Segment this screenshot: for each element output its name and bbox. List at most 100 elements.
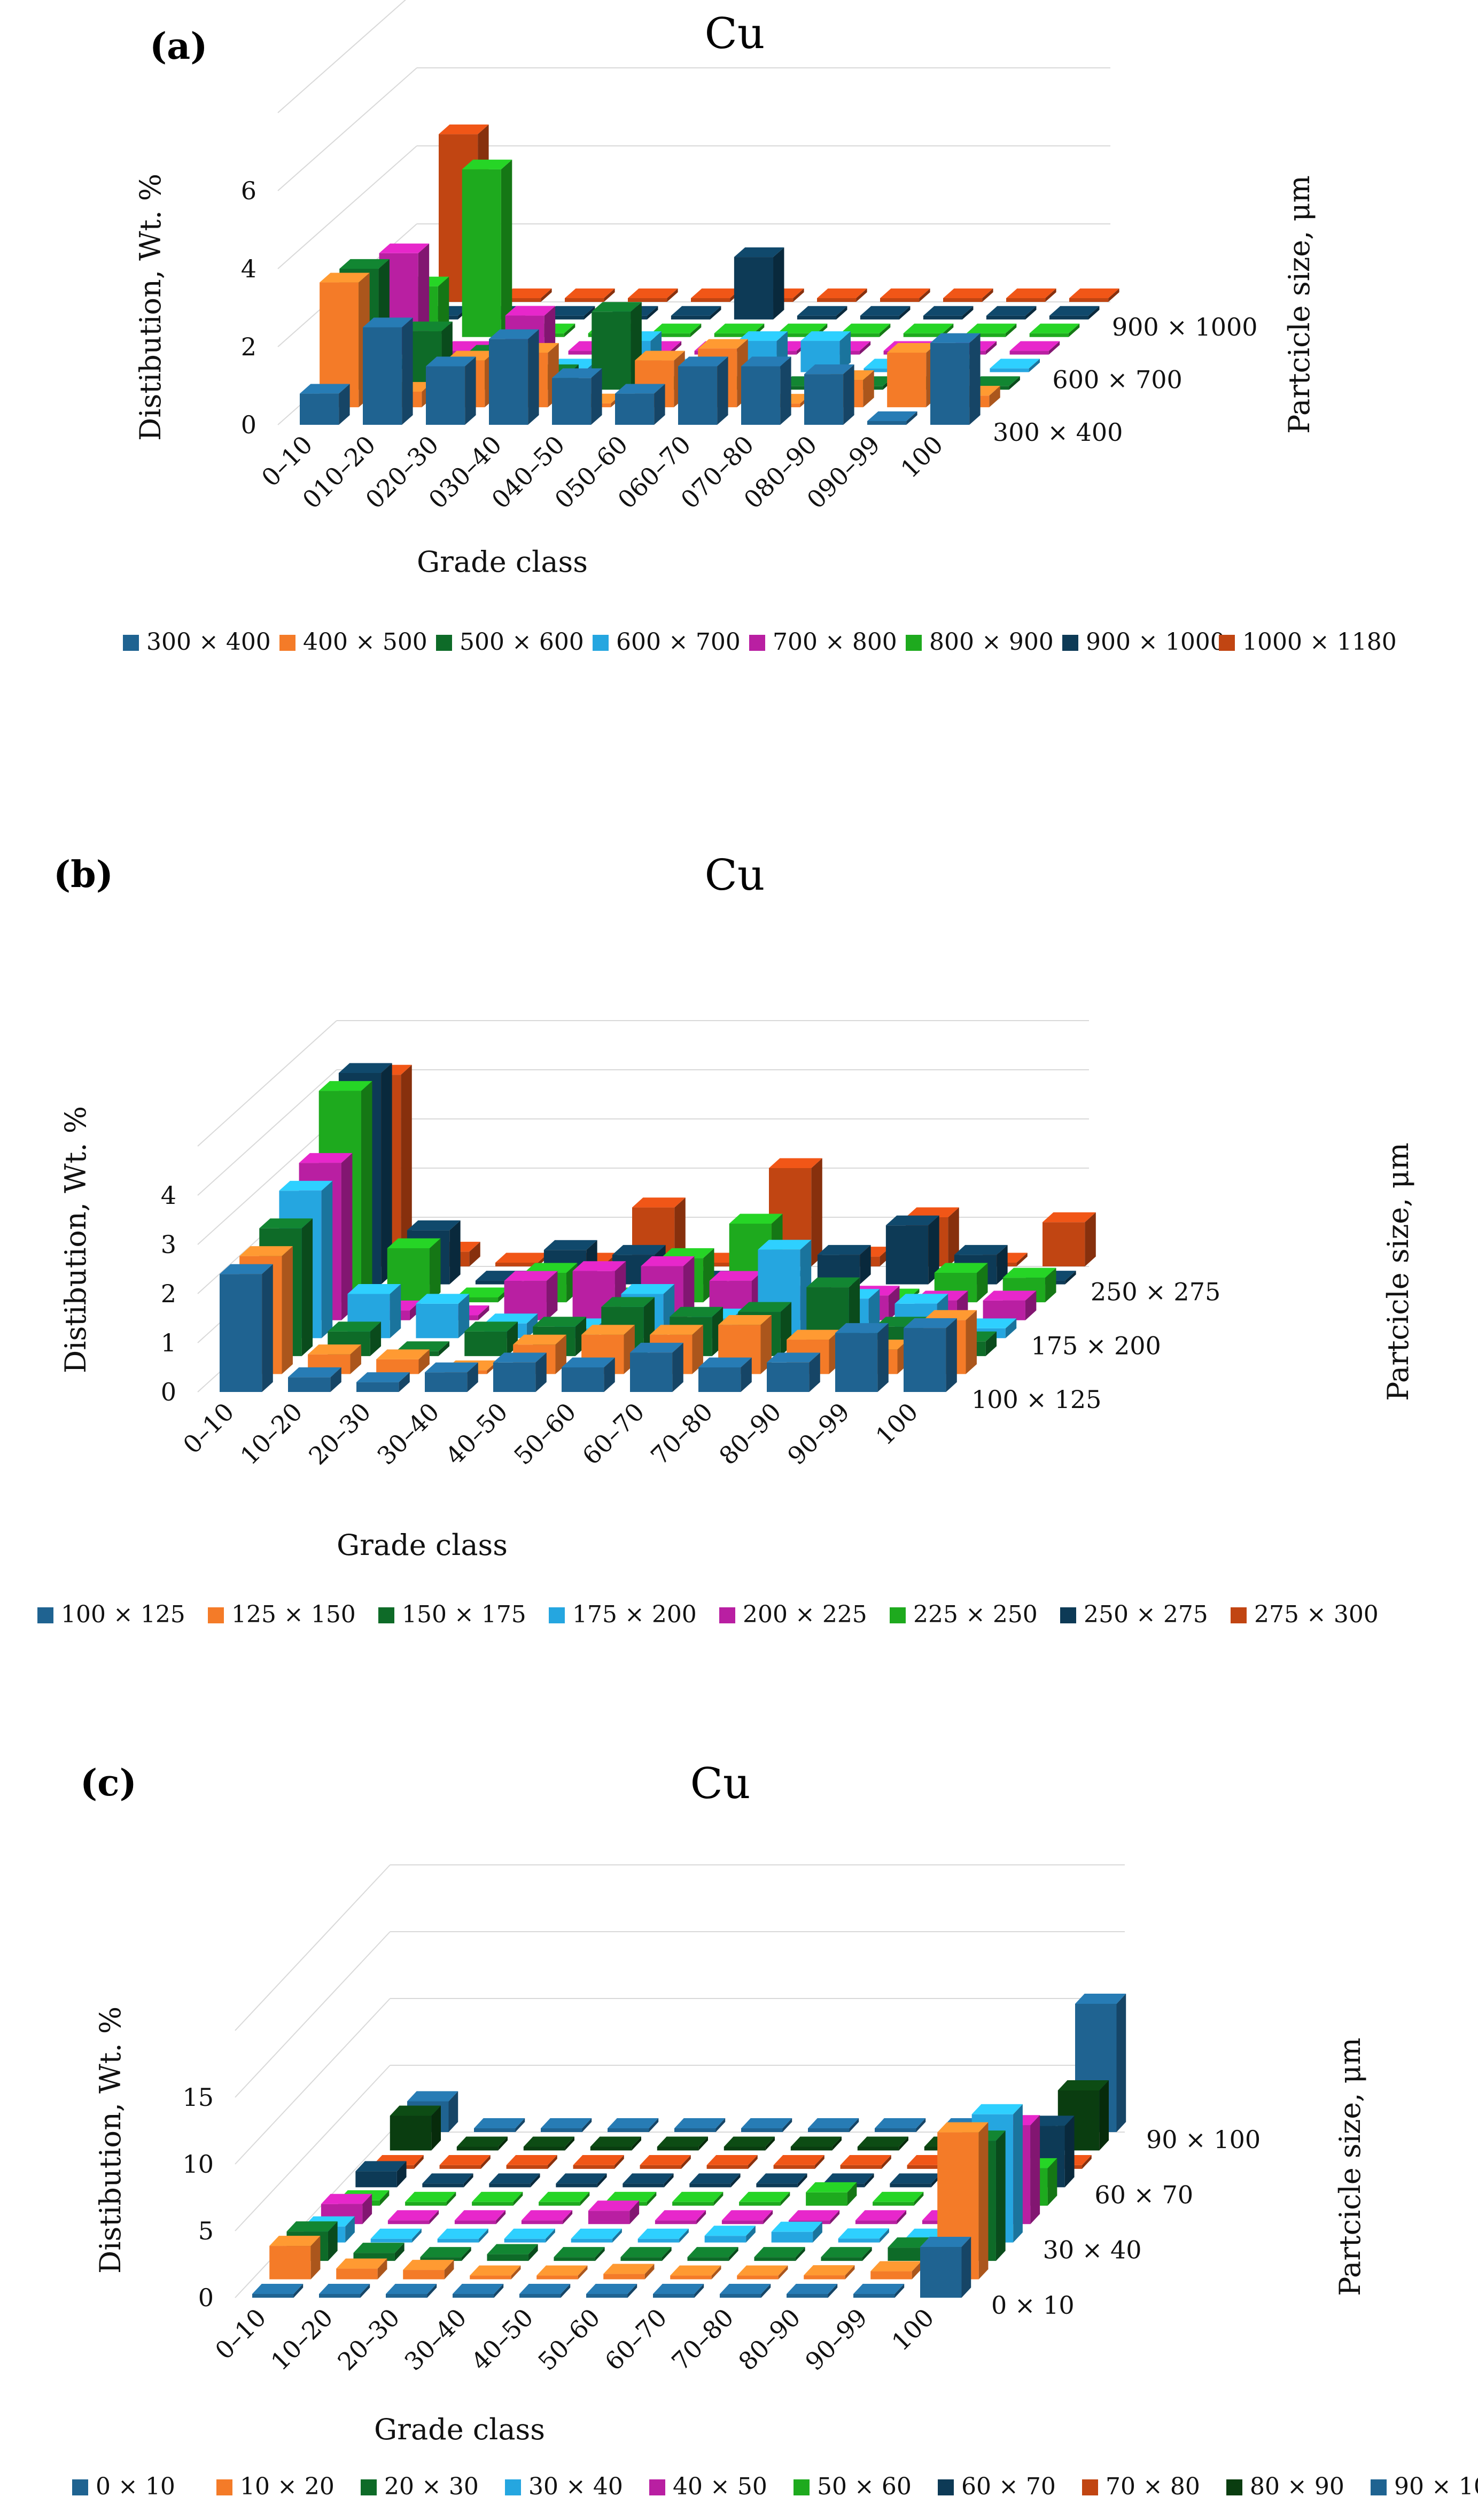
bar [875, 2118, 926, 2132]
legend-label: 400 × 500 [303, 628, 427, 656]
legend-label: 80 × 90 [1250, 2473, 1344, 2500]
legend-swatch [593, 635, 609, 651]
bar [356, 1372, 410, 1392]
bar-top [220, 1264, 273, 1274]
bar-front [920, 2247, 962, 2298]
y-axis-title: Distibution, Wt. % [94, 2006, 127, 2274]
gridline-wall [235, 2065, 391, 2231]
bar-front [370, 2238, 413, 2243]
legend-label: 225 × 250 [913, 1601, 1038, 1628]
bar-front [544, 315, 585, 320]
bar-top [873, 2191, 924, 2202]
bar-top [651, 323, 702, 333]
legend-swatch [1226, 2479, 1242, 2495]
bar [355, 2161, 407, 2188]
bar-top [588, 2200, 640, 2211]
bar [806, 2182, 857, 2206]
bar-front [356, 1382, 399, 1392]
bar-side [597, 2173, 607, 2188]
bar-front [640, 2165, 682, 2169]
bar-front [252, 2294, 294, 2298]
bar-top [887, 343, 937, 353]
bar-side [546, 1271, 558, 1320]
bar-side [1005, 1318, 1017, 1339]
bar-top [773, 2155, 824, 2165]
z-tick-label: 300 × 400 [993, 418, 1123, 447]
bar-top [420, 2247, 471, 2258]
bar-side [360, 2284, 370, 2298]
bar-top [739, 2191, 790, 2202]
bar-front [734, 257, 774, 320]
bar-top [835, 1323, 889, 1333]
bar-front [336, 2268, 378, 2280]
bar-top [300, 384, 350, 394]
bar-top [704, 2226, 756, 2236]
gridline-wall [235, 1864, 391, 2031]
gridline-wall [197, 1118, 337, 1245]
bar-side [962, 306, 974, 320]
bar [603, 2264, 655, 2280]
bar-side [1082, 2155, 1092, 2169]
bar-top [806, 1277, 860, 1288]
bar-side [919, 288, 930, 302]
bar-front [838, 2238, 880, 2243]
bar-side [696, 2210, 706, 2225]
bar-front [808, 2128, 850, 2132]
y-tick-label: 4 [241, 254, 256, 283]
bar-top [586, 2284, 637, 2294]
x-tick-label: 60–70 [577, 1397, 650, 1471]
bar [590, 2136, 641, 2151]
bar-side [481, 2155, 491, 2169]
bar-top [934, 1263, 988, 1273]
bar-top [937, 2122, 989, 2133]
bar-front [930, 343, 970, 425]
bar-front [773, 2165, 815, 2169]
x-tick-label: 90–99 [782, 1397, 855, 1471]
bar-front [689, 2183, 731, 2188]
bar-top [533, 1317, 587, 1327]
bar-side [856, 288, 867, 302]
bar [890, 2173, 941, 2188]
bar-side [1005, 323, 1017, 337]
bar [426, 356, 476, 425]
bar-front [741, 2128, 783, 2132]
bar-front [737, 2275, 779, 2280]
bar-top [1029, 323, 1080, 333]
bar-top [386, 2284, 437, 2294]
bar [737, 2265, 788, 2280]
bar-top [672, 2191, 724, 2202]
bar-front [552, 378, 592, 425]
bar-front [720, 2294, 761, 2298]
bar-side [880, 2228, 889, 2243]
bar-side [399, 1372, 410, 1392]
bar-side [1108, 288, 1119, 302]
bar [986, 306, 1037, 320]
bar-side [1045, 288, 1056, 302]
bar-top [632, 1197, 686, 1208]
bar-side [345, 2216, 355, 2243]
legend-swatch [361, 2479, 377, 2495]
bar-side [914, 2191, 924, 2206]
bar-side [1009, 376, 1020, 390]
bar-top [612, 1245, 666, 1255]
bar [741, 356, 791, 425]
bar-front [903, 333, 943, 337]
bar-front [487, 2254, 528, 2261]
bar-top [336, 2258, 387, 2269]
bar-front [767, 1362, 810, 1392]
bar-side [839, 331, 851, 372]
bar-front [493, 1362, 536, 1392]
bar-top [990, 359, 1040, 369]
bar-top [402, 321, 453, 331]
bar-front [1043, 1222, 1085, 1266]
bar-front [462, 169, 501, 337]
bar-front [615, 393, 655, 425]
bar-top [804, 364, 854, 375]
bar-side [813, 2221, 822, 2243]
bar-side [698, 2136, 708, 2151]
bar-front [687, 2257, 729, 2261]
panel-2: (c) Cu 0 5 10 15 0–1010–2020–3030–4040–5050–60… [72, 1759, 1478, 2500]
bar-front [966, 333, 1006, 337]
bar-side [899, 2136, 908, 2151]
bar-side [396, 2161, 407, 2188]
